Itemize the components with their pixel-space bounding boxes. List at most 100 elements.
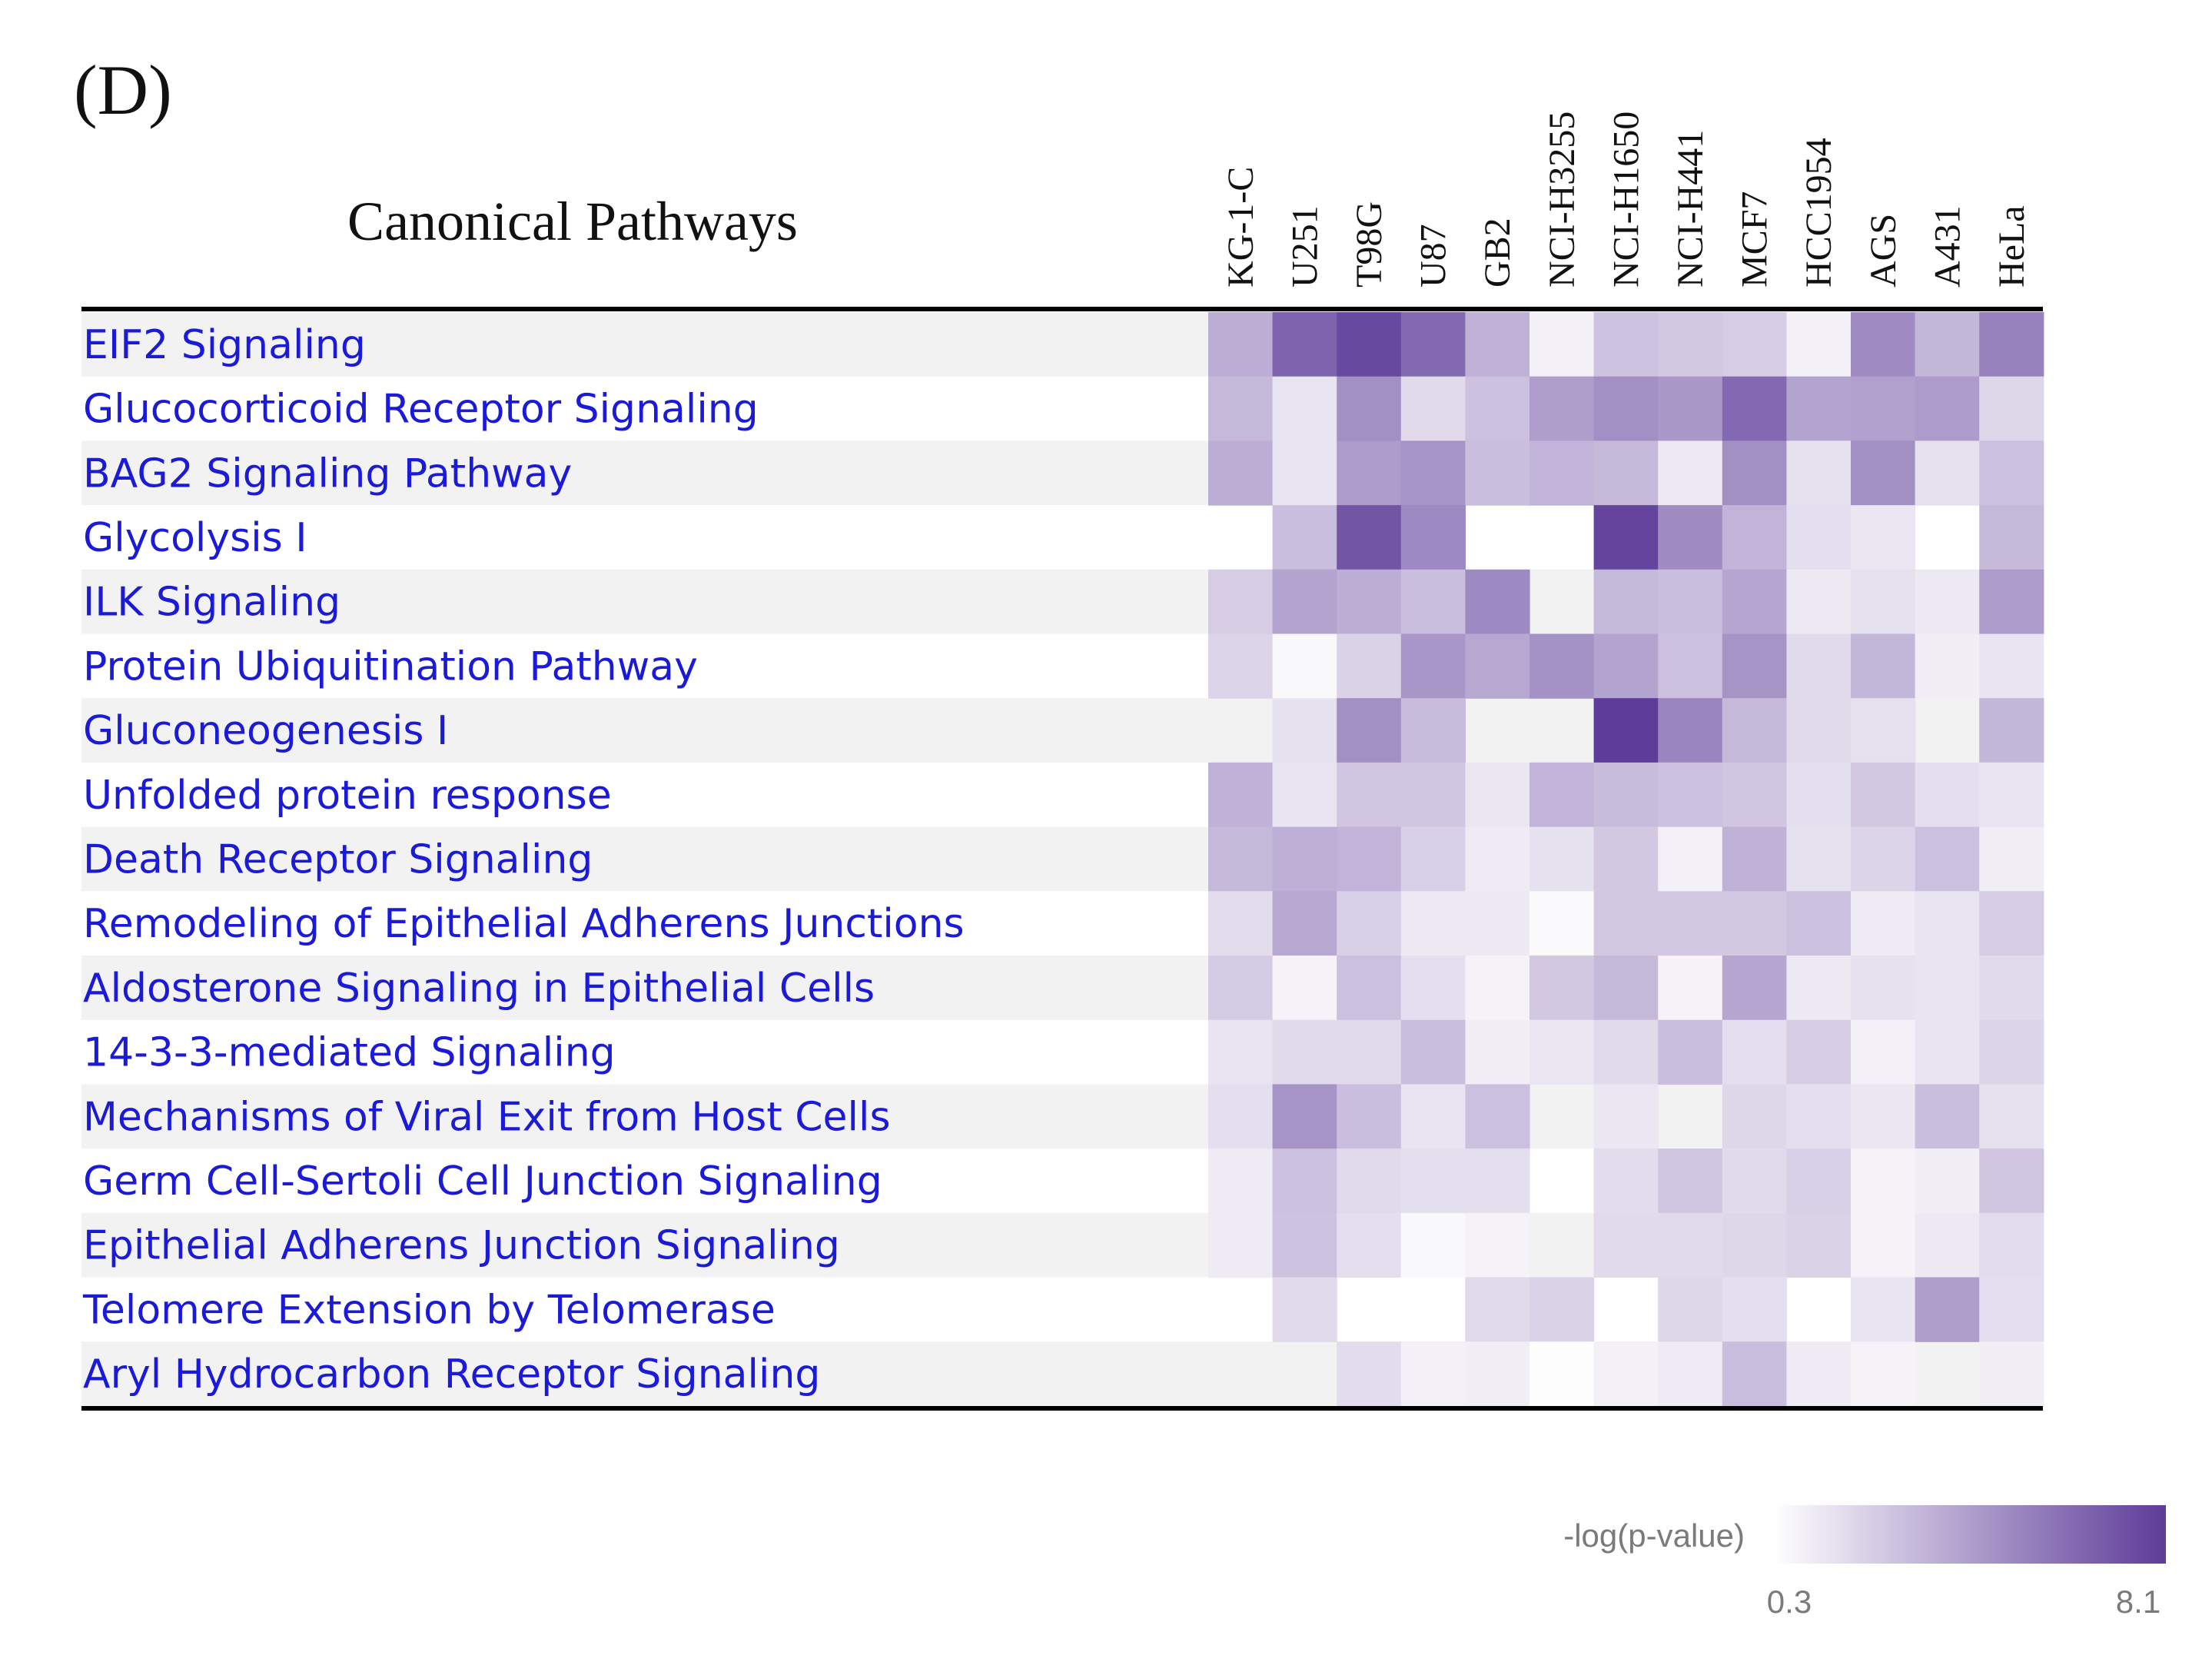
heatmap-cell bbox=[1529, 312, 1595, 377]
heatmap-cell bbox=[1979, 891, 2044, 956]
heatmap-cell bbox=[1208, 826, 1274, 892]
heatmap-cell bbox=[1465, 956, 1530, 1021]
heatmap-cell bbox=[1529, 762, 1595, 828]
heatmap-cell bbox=[1979, 440, 2044, 506]
heatmap-cell bbox=[1915, 1019, 1980, 1085]
heatmap-cell bbox=[1272, 569, 1337, 635]
heatmap-cell bbox=[1337, 956, 1402, 1021]
heatmap-cell bbox=[1400, 633, 1466, 699]
heatmap-cell bbox=[1465, 1084, 1530, 1149]
heatmap-cell bbox=[1272, 1084, 1337, 1149]
column-label: KG-1-C bbox=[1221, 167, 1261, 288]
heatmap-cell bbox=[1979, 826, 2044, 892]
heatmap-cell bbox=[1593, 312, 1659, 377]
heatmap-cell bbox=[1465, 1341, 1530, 1407]
heatmap-cell bbox=[1979, 312, 2044, 377]
heatmap-cell bbox=[1979, 1148, 2044, 1214]
heatmap-cell bbox=[1979, 762, 2044, 828]
row-label: Remodeling of Epithelial Adherens Juncti… bbox=[83, 901, 965, 947]
heatmap-cell bbox=[1851, 1212, 1916, 1278]
row-label: ILK Signaling bbox=[83, 580, 340, 626]
heatmap-cell bbox=[1915, 1277, 1980, 1342]
heatmap-cell bbox=[1979, 376, 2044, 441]
heatmap-cell bbox=[1851, 505, 1916, 570]
heatmap-cell bbox=[1979, 1084, 2044, 1149]
heatmap-cell bbox=[1851, 1148, 1916, 1214]
heatmap-cell bbox=[1400, 376, 1466, 441]
heatmap-cell bbox=[1208, 440, 1274, 506]
heatmap-cell bbox=[1915, 826, 1980, 892]
heatmap-cell bbox=[1208, 1212, 1274, 1278]
heatmap-cell bbox=[1722, 312, 1787, 377]
row-label: Aldosterone Signaling in Epithelial Cell… bbox=[83, 966, 875, 1012]
heatmap-cells bbox=[1208, 312, 2044, 1407]
heatmap-cell bbox=[1722, 633, 1787, 699]
heatmap-cell bbox=[1400, 762, 1466, 828]
heatmap-cell bbox=[1658, 376, 1723, 441]
heatmap-cell bbox=[1208, 312, 1274, 377]
row-label: Glucocorticoid Receptor Signaling bbox=[83, 387, 759, 433]
heatmap-cell bbox=[1593, 1148, 1659, 1214]
column-label: T98G bbox=[1349, 201, 1390, 288]
heatmap-cell bbox=[1337, 376, 1402, 441]
heatmap-cell bbox=[1593, 1084, 1659, 1149]
heatmap-cell bbox=[1272, 762, 1337, 828]
heatmap-cell bbox=[1786, 1148, 1852, 1214]
heatmap-cell bbox=[1786, 1019, 1852, 1085]
heatmap-cell bbox=[1400, 1148, 1466, 1214]
heatmap-cell bbox=[1786, 440, 1852, 506]
heatmap-cell bbox=[1915, 1084, 1980, 1149]
heatmap-cell bbox=[1851, 633, 1916, 699]
heatmap-cell bbox=[1593, 376, 1659, 441]
heatmap-cell bbox=[1272, 1277, 1337, 1342]
heatmap-cell bbox=[1400, 1019, 1466, 1085]
heatmap-cell bbox=[1208, 891, 1274, 956]
heatmap-cell bbox=[1272, 826, 1337, 892]
heatmap-cell bbox=[1915, 312, 1980, 377]
color-legend: -log(p-value) 0.3 8.1 bbox=[1563, 1505, 2166, 1620]
heatmap-cell bbox=[1786, 633, 1852, 699]
heatmap-cell bbox=[1786, 312, 1852, 377]
heatmap-cell bbox=[1465, 376, 1530, 441]
heatmap-cell bbox=[1979, 1341, 2044, 1407]
heatmap-cell bbox=[1722, 569, 1787, 635]
column-label: U251 bbox=[1284, 205, 1325, 288]
heatmap-cell bbox=[1465, 1277, 1530, 1342]
heatmap-cell bbox=[1722, 1341, 1787, 1407]
heatmap-cell bbox=[1593, 698, 1659, 763]
heatmap-cell bbox=[1400, 440, 1466, 506]
heatmap-cell bbox=[1208, 762, 1274, 828]
heatmap-cell bbox=[1337, 891, 1402, 956]
heatmap-cell bbox=[1658, 956, 1723, 1021]
heatmap-cell bbox=[1786, 376, 1852, 441]
heatmap-cell bbox=[1272, 1148, 1337, 1214]
column-label: GB2 bbox=[1477, 218, 1518, 288]
row-label: Glycolysis I bbox=[83, 515, 307, 561]
heatmap-cell bbox=[1979, 956, 2044, 1021]
heatmap-cell bbox=[1465, 762, 1530, 828]
heatmap-cell bbox=[1272, 956, 1337, 1021]
heatmap-cell bbox=[1851, 826, 1916, 892]
heatmap-cell bbox=[1400, 569, 1466, 635]
heatmap-cell bbox=[1593, 891, 1659, 956]
heatmap-cell bbox=[1593, 569, 1659, 635]
row-stripe bbox=[81, 1084, 2044, 1149]
heatmap-cell bbox=[1337, 569, 1402, 635]
column-label: HeLa bbox=[1991, 205, 2032, 288]
heatmap-cell bbox=[1337, 633, 1402, 699]
heatmap-cell bbox=[1851, 1277, 1916, 1342]
heatmap-cell bbox=[1722, 1148, 1787, 1214]
heatmap-cell bbox=[1786, 1212, 1852, 1278]
panel-label: (D) bbox=[74, 51, 172, 129]
heatmap-cell bbox=[1786, 698, 1852, 763]
heatmap-cell bbox=[1400, 1084, 1466, 1149]
heatmap-cell bbox=[1465, 891, 1530, 956]
heatmap-cell bbox=[1851, 891, 1916, 956]
heatmap-cell bbox=[1208, 569, 1274, 635]
row-label: Mechanisms of Viral Exit from Host Cells bbox=[83, 1094, 891, 1140]
heatmap-cell bbox=[1722, 698, 1787, 763]
heatmap-cell bbox=[1658, 891, 1723, 956]
heatmap-cell bbox=[1400, 505, 1466, 570]
heatmap-cell bbox=[1593, 826, 1659, 892]
